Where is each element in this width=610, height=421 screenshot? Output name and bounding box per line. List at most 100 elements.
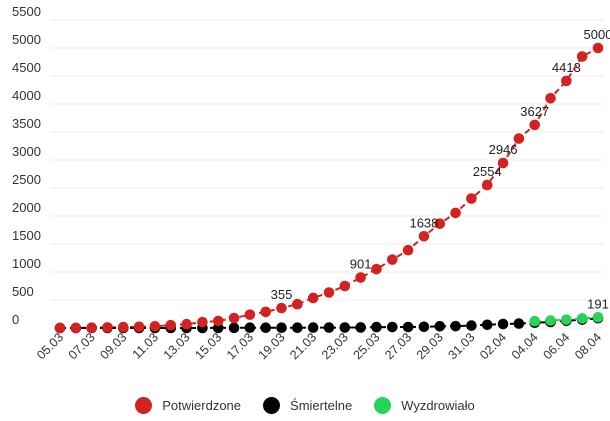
point-smiertelne[interactable]	[450, 320, 461, 332]
y-tick-label: 5500	[12, 4, 41, 19]
point-potwierdzone[interactable]	[481, 179, 493, 191]
point-smiertelne[interactable]	[402, 321, 414, 333]
point-potwierdzone[interactable]	[228, 312, 240, 324]
point-potwierdzone[interactable]	[197, 316, 208, 328]
point-potwierdzone[interactable]	[212, 315, 224, 327]
point-potwierdzone[interactable]	[70, 322, 82, 334]
x-tick-label: 25.03	[351, 330, 383, 362]
point-potwierdzone[interactable]	[545, 92, 556, 104]
point-smiertelne[interactable]	[386, 321, 398, 333]
point-wyzdrowiao[interactable]	[545, 315, 556, 326]
point-wyzdrowiao[interactable]	[576, 313, 588, 324]
data-label-potwierdzone: 355	[271, 287, 293, 302]
point-potwierdzone[interactable]	[592, 42, 604, 54]
point-potwierdzone[interactable]	[513, 133, 525, 144]
point-smiertelne[interactable]	[339, 322, 351, 333]
point-potwierdzone[interactable]	[117, 321, 129, 333]
data-labels: 355 901 1638 2554 2946 3627 4413 5000 191	[271, 27, 610, 311]
point-potwierdzone[interactable]	[434, 218, 446, 230]
data-label-potwierdzone: 3627	[520, 104, 549, 119]
point-potwierdzone[interactable]	[386, 254, 398, 265]
legend-item-wyzdrowialo[interactable]: Wyzdrowiało	[374, 397, 475, 414]
point-potwierdzone[interactable]	[450, 207, 461, 219]
y-tick-label: 2500	[12, 172, 41, 187]
point-potwierdzone[interactable]	[561, 75, 572, 87]
point-smiertelne[interactable]	[355, 322, 366, 333]
chart: 0 500 1000 1500 2000 2500 3000 3500 4000 4500 5000…	[12, 4, 610, 362]
point-potwierdzone[interactable]	[576, 51, 588, 62]
point-wyzdrowiao[interactable]	[529, 315, 541, 327]
point-potwierdzone[interactable]	[181, 318, 192, 330]
legend-swatch-smiertelne	[263, 397, 281, 414]
point-smiertelne[interactable]	[434, 320, 446, 332]
point-potwierdzone[interactable]	[276, 302, 287, 314]
point-smiertelne[interactable]	[497, 318, 509, 330]
point-potwierdzone[interactable]	[260, 306, 272, 318]
point-potwierdzone[interactable]	[86, 322, 97, 334]
x-tick-label: 31.03	[446, 330, 478, 362]
point-potwierdzone[interactable]	[323, 287, 335, 298]
point-potwierdzone[interactable]	[529, 119, 541, 131]
y-tick-label: 4500	[12, 60, 41, 75]
point-smiertelne[interactable]	[418, 321, 430, 333]
point-potwierdzone[interactable]	[165, 319, 177, 331]
point-potwierdzone[interactable]	[149, 320, 161, 332]
x-tick-label: 27.03	[382, 330, 414, 362]
point-smiertelne[interactable]	[260, 322, 272, 334]
data-label-wyzdrowiao: 191	[587, 296, 609, 311]
data-label-potwierdzone: 1638	[409, 215, 438, 230]
point-smiertelne[interactable]	[228, 322, 240, 334]
point-potwierdzone[interactable]	[339, 280, 351, 292]
point-potwierdzone[interactable]	[497, 157, 509, 169]
data-label-potwierdzone: 2554	[473, 164, 502, 179]
legend-label-wyzdrowialo: Wyzdrowiało	[401, 398, 475, 413]
point-potwierdzone[interactable]	[102, 322, 113, 333]
x-tick-label: 21.03	[287, 330, 319, 362]
x-tick-label: 08.04	[572, 330, 604, 362]
point-smiertelne[interactable]	[481, 319, 493, 331]
point-smiertelne[interactable]	[244, 322, 256, 334]
point-potwierdzone[interactable]	[244, 309, 256, 320]
point-potwierdzone[interactable]	[371, 263, 382, 275]
y-tick-label: 4000	[12, 88, 41, 103]
y-tick-label: 5000	[12, 32, 41, 47]
legend: Potwierdzone Śmiertelne Wyzdrowiało	[0, 397, 610, 414]
x-axis: 05.03 07.03 09.03 11.03 13.03 15.03 17.03 19.03…	[34, 330, 604, 362]
point-smiertelne[interactable]	[276, 322, 287, 334]
y-tick-label: 0	[12, 312, 19, 327]
y-tick-label: 3000	[12, 144, 41, 159]
y-tick-label: 3500	[12, 116, 41, 131]
x-tick-label: 29.03	[414, 330, 446, 362]
gridlines	[50, 19, 605, 329]
y-tick-label: 500	[12, 284, 34, 299]
point-wyzdrowiao[interactable]	[592, 312, 604, 323]
point-potwierdzone[interactable]	[418, 230, 430, 242]
point-smiertelne[interactable]	[292, 322, 303, 334]
series-points	[54, 42, 604, 334]
data-label-potwierdzone: 4413	[552, 60, 581, 75]
point-potwierdzone[interactable]	[466, 193, 477, 204]
x-tick-label: 07.03	[66, 330, 98, 362]
legend-item-potwierdzone[interactable]: Potwierdzone	[135, 397, 241, 414]
point-potwierdzone[interactable]	[307, 292, 319, 304]
point-smiertelne[interactable]	[513, 318, 525, 329]
point-smiertelne[interactable]	[307, 322, 319, 333]
point-potwierdzone[interactable]	[402, 244, 414, 256]
x-tick-label: 09.03	[97, 330, 129, 362]
legend-item-smiertelne[interactable]: Śmiertelne	[263, 397, 352, 414]
x-tick-label: 05.03	[34, 330, 66, 362]
point-potwierdzone[interactable]	[54, 322, 66, 334]
point-smiertelne[interactable]	[371, 321, 382, 333]
x-tick-label: 19.03	[256, 330, 288, 362]
y-tick-label: 1000	[12, 256, 41, 271]
legend-label-potwierdzone: Potwierdzone	[162, 398, 242, 413]
point-smiertelne[interactable]	[323, 322, 335, 333]
point-wyzdrowiao[interactable]	[561, 314, 572, 325]
point-smiertelne[interactable]	[466, 320, 477, 331]
legend-swatch-wyzdrowialo	[374, 397, 392, 414]
point-potwierdzone[interactable]	[355, 272, 366, 283]
point-potwierdzone[interactable]	[133, 321, 145, 333]
point-potwierdzone[interactable]	[292, 298, 303, 310]
legend-label-smiertelne: Śmiertelne	[290, 398, 353, 413]
y-tick-label: 2000	[12, 200, 41, 215]
